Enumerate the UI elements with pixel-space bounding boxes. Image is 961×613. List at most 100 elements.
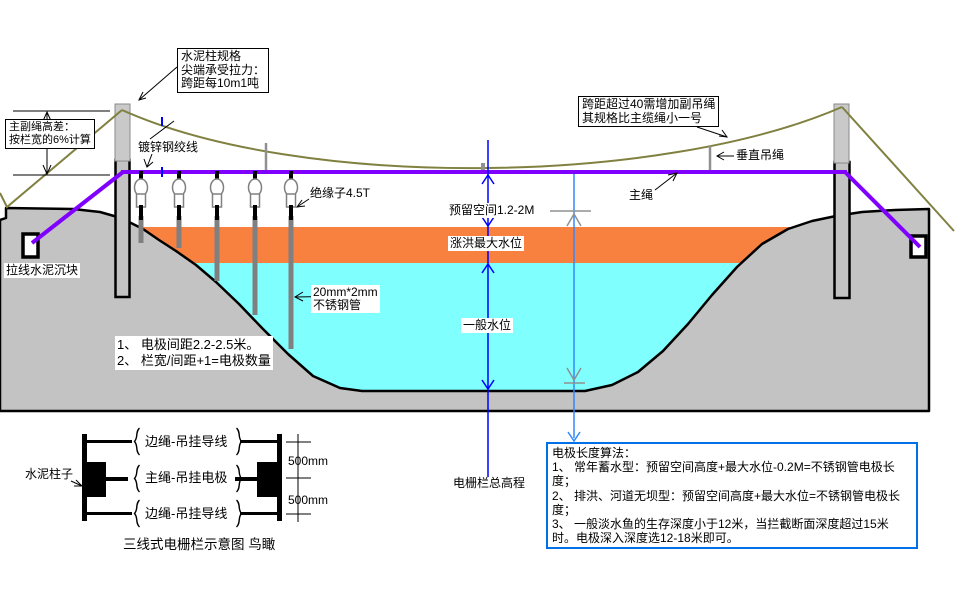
left-pillar-buried-part: [114, 158, 131, 299]
right-pillar-buried-part: [833, 160, 851, 300]
arrow-up-icon: [481, 262, 495, 274]
electrode-length-item1: 1、 常年蓄水型：预留空间高度+最大水位-0.2M=不锈钢管电极长度；: [552, 460, 895, 489]
arrowhead-icon: [293, 291, 304, 302]
insulator-electrode-5: [283, 171, 299, 349]
left-anchor-block: [21, 232, 40, 259]
main-rope-left-stay: [30, 170, 125, 245]
insulator-electrode-2: [171, 171, 187, 248]
right-concrete-pillar: [833, 103, 851, 300]
electrode-spacing-note: 1、 电极间距2.2-2.5米。 2、 栏宽/间距+1=电极数量: [115, 336, 273, 370]
electrode-length-item2: 2、 排洪、河道无坝型：预留空间高度+最大水位=不锈钢管电极长度；: [552, 488, 901, 517]
fence-elevation-label: 电栅栏总高程: [453, 476, 526, 490]
main-rope-label: 主绳: [629, 188, 654, 202]
arrowhead-icon: [715, 151, 725, 161]
plan-right-pillar-block: [257, 462, 277, 497]
rope-height-diff-line1: 主副绳高差：: [9, 121, 75, 133]
left-concrete-pillar: [114, 103, 131, 299]
arrow-up-icon: [481, 173, 495, 185]
normal-level-label: 一般水位: [461, 318, 514, 333]
arrowhead-icon: [667, 172, 678, 182]
brace-icon: [133, 499, 141, 528]
pillar-spec-callout: 水泥柱规格 尖端承受拉力： 跨距每10m1吨: [177, 48, 270, 93]
plan-left-pillar-block: [87, 462, 106, 497]
insulator-top-pin: [253, 171, 257, 182]
electrode-length-note-box: 电极长度算法： 1、 常年蓄水型：预留空间高度+最大水位-0.2M=不锈钢管电极…: [546, 442, 918, 550]
left-pillar-above-ground: [114, 103, 131, 162]
arrowhead-icon: [143, 158, 154, 168]
electrode-length-item3: 3、 一般淡水鱼的生存深度小于12米，当拦截断面深度超过15米时。电极深入深度选…: [552, 517, 889, 546]
arrowhead-icon: [138, 91, 147, 101]
arrow-up-icon: [42, 110, 52, 122]
insulator-top-pin: [177, 171, 181, 182]
right-pillar-above-ground: [833, 103, 850, 164]
arrow-down-icon: [481, 379, 495, 391]
insulator-top-pin: [289, 171, 293, 182]
insulator-electrode-1: [133, 171, 149, 243]
brace-icon: [133, 464, 141, 493]
electrode-connector: [253, 205, 257, 220]
steel-pipe-line2: 不锈钢管: [313, 298, 362, 312]
brace-icon: [235, 499, 243, 528]
arrow-down-icon: [481, 216, 495, 228]
electrode-pipe: [252, 216, 258, 315]
main-rope-right-stay: [843, 170, 922, 249]
plan-spacing-top-label: 500mm: [288, 454, 329, 468]
rope-height-diff-line2: 按栏宽的6%计算: [9, 134, 91, 146]
plan-left-post-bar: [82, 434, 87, 521]
pillar-spec-line1: 水泥柱规格: [181, 49, 242, 63]
vertical-hanger-label: 垂直吊绳: [736, 148, 785, 162]
plan-middle-wire-label: 主绳-吊挂电极: [145, 470, 228, 485]
arrowhead-icon: [295, 199, 306, 208]
plan-spacing-bottom-label: 500mm: [288, 493, 329, 507]
plan-right-post-bar: [277, 434, 282, 521]
plan-bottom-wire-label: 边绳-吊挂导线: [145, 506, 228, 521]
plan-pillar-label: 水泥柱子: [25, 467, 74, 481]
electrode-length-title: 电极长度算法：: [552, 446, 637, 460]
electrode-pipe: [176, 216, 182, 248]
insulator-top-pin: [215, 171, 219, 182]
plan-bottom-wire-left: [87, 512, 132, 515]
plan-middle-wire-stub-left: [106, 477, 128, 481]
electrode-pipe: [288, 216, 294, 349]
arrow-down-icon: [42, 164, 52, 176]
plan-view-drawing: [82, 427, 311, 528]
galvanized-wire-label: 镀锌钢绞线: [138, 140, 199, 154]
electrode-length-dimension-line: [550, 174, 591, 443]
steel-pipe-line1: 20mm*2mm: [313, 285, 378, 299]
electrode-connector: [289, 205, 293, 220]
plan-top-wire-right: [240, 440, 277, 443]
insulator-electrode-4: [247, 171, 263, 315]
brace-icon: [133, 427, 141, 456]
reserved-space-label: 预留空间1.2-2M: [447, 203, 537, 218]
plan-top-wire-label: 边绳-吊挂导线: [145, 434, 228, 449]
plan-bottom-wire-right: [240, 512, 277, 515]
aux-hanger-line2: 其规格比主缆绳小一号: [582, 110, 703, 125]
catenary-sag-clip: [481, 163, 485, 173]
brace-icon: [235, 427, 243, 456]
steel-pipe-label: 20mm*2mm 不锈钢管: [311, 285, 380, 313]
arrowhead-icon: [718, 129, 729, 138]
electrode-pipe: [214, 216, 220, 281]
plan-middle-wire-stub-right: [235, 477, 257, 481]
electrode-pipe: [138, 216, 144, 243]
center-dimension-line: [481, 140, 495, 477]
flood-level-label: 涨洪最大水位: [448, 236, 525, 251]
electrode-connector: [215, 205, 219, 220]
pillar-spec-line2: 尖端承受拉力：: [181, 62, 266, 77]
rope-height-diff-callout: 主副绳高差： 按栏宽的6%计算: [5, 119, 95, 149]
pillar-spec-line3: 跨距每10m1吨: [181, 76, 260, 90]
electrode-connector: [177, 205, 181, 220]
gray-arrow-down-icon: [566, 367, 582, 382]
electrode-connector: [139, 205, 143, 220]
electrode-note-line1: 1、 电极间距2.2-2.5米。: [117, 337, 260, 352]
insulator-top-pin: [139, 171, 143, 182]
plan-top-wire-left: [87, 440, 132, 443]
anchor-block-label: 拉线水泥沉块: [4, 263, 81, 278]
arrow-down-icon: [567, 431, 581, 443]
insulator-electrode-3: [209, 171, 225, 281]
plan-caption: 三线式电栅栏示意图 鸟瞰: [123, 537, 276, 552]
aux-hanger-line1: 跨距超过40需增加副吊绳: [582, 97, 716, 111]
insulator-label: 绝缘子4.5T: [310, 186, 371, 200]
electrode-note-line2: 2、 栏宽/间距+1=电极数量: [117, 353, 271, 368]
right-guy-rope: [841, 106, 955, 232]
